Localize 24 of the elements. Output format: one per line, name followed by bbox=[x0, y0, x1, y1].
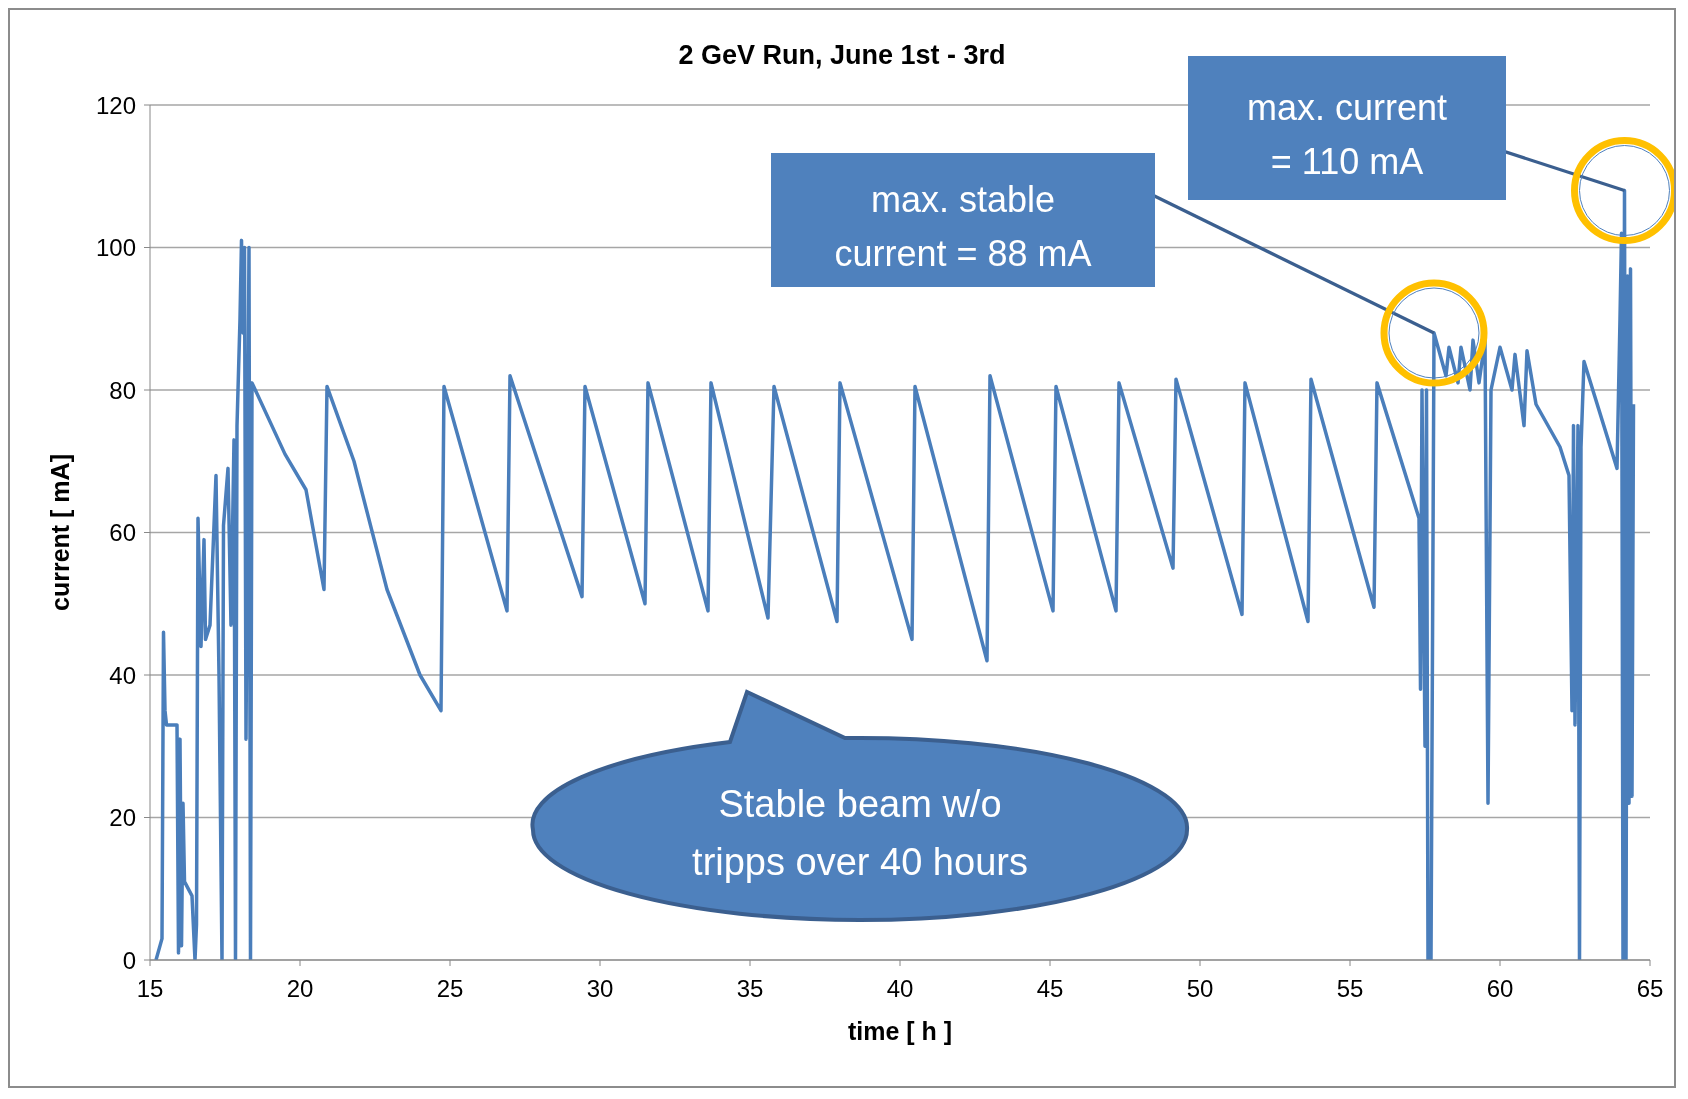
x-axis-title: time [ h ] bbox=[847, 1017, 953, 1045]
y-tick-label: 100 bbox=[95, 234, 136, 262]
x-tick-label: 50 bbox=[1186, 975, 1214, 1003]
y-tick-label: 40 bbox=[109, 661, 136, 689]
y-tick-label: 0 bbox=[122, 946, 136, 974]
annotation: max. stable current = 88 mA bbox=[834, 179, 1092, 274]
y-tick-label: 60 bbox=[109, 519, 136, 547]
x-tick-label: 40 bbox=[886, 975, 914, 1003]
y-tick-label: 80 bbox=[109, 376, 136, 404]
annotation: Stable beam w/o tripps over 40 hours bbox=[692, 783, 1028, 883]
x-tick-label: 30 bbox=[586, 975, 614, 1003]
y-tick-label: 20 bbox=[109, 804, 136, 832]
x-tick-label: 55 bbox=[1336, 975, 1364, 1003]
y-axis-title: current [ mA] bbox=[45, 454, 74, 611]
x-tick-label: 65 bbox=[1636, 975, 1664, 1003]
x-tick-label: 45 bbox=[1036, 975, 1064, 1003]
x-tick-label: 25 bbox=[436, 975, 464, 1003]
x-tick-label: 15 bbox=[136, 975, 164, 1003]
y-tick-label: 120 bbox=[95, 91, 136, 119]
x-tick-label: 35 bbox=[736, 975, 764, 1003]
x-tick-label: 20 bbox=[286, 975, 314, 1003]
annotation: max. current = 110 mA bbox=[1246, 87, 1448, 182]
chart-title: 2 GeV Run, June 1st - 3rd bbox=[677, 40, 1007, 71]
x-tick-label: 60 bbox=[1486, 975, 1514, 1003]
